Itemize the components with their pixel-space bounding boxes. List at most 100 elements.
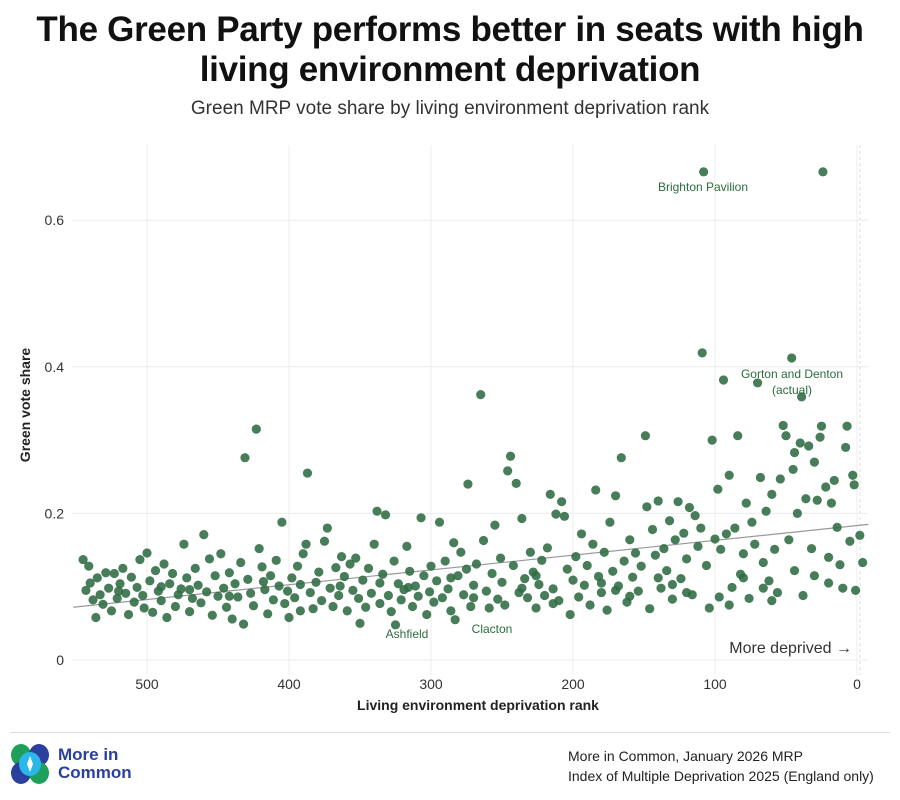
data-point (331, 563, 341, 573)
data-point (254, 543, 264, 554)
data-point (196, 598, 206, 608)
data-point (95, 590, 105, 600)
data-point (193, 580, 203, 590)
data-point (336, 552, 347, 562)
data-point (679, 528, 689, 538)
data-point (319, 536, 330, 546)
data-point (713, 484, 723, 494)
data-point (466, 601, 476, 612)
data-point (271, 555, 281, 565)
data-point (216, 549, 226, 559)
data-point (84, 561, 94, 571)
chart-title-line2: living environment deprivation (199, 50, 701, 89)
data-point (240, 453, 250, 463)
data-point (525, 547, 536, 557)
x-axis-title: Living environment deprivation rank (357, 697, 599, 713)
data-point (190, 563, 200, 573)
data-point (804, 441, 814, 451)
data-point (767, 596, 777, 606)
data-point (835, 560, 845, 570)
data-point (490, 520, 500, 530)
data-point (697, 348, 707, 358)
data-point (402, 541, 412, 551)
data-point (207, 610, 217, 620)
y-tick-label: 0.6 (45, 212, 65, 228)
data-point (469, 580, 479, 590)
data-point (701, 560, 712, 571)
data-point (227, 614, 237, 624)
data-point (531, 571, 541, 581)
data-point (645, 604, 655, 614)
data-point (676, 574, 686, 584)
data-point (295, 606, 305, 616)
data-point (383, 590, 393, 601)
data-point (801, 494, 811, 504)
data-point (599, 547, 609, 557)
data-point (274, 581, 284, 591)
data-point (121, 588, 131, 598)
data-point (386, 607, 396, 617)
data-point (339, 571, 349, 582)
data-point (832, 522, 842, 532)
data-point (328, 601, 338, 612)
footer-divider (10, 732, 890, 733)
data-point (545, 489, 555, 499)
data-point (372, 506, 382, 516)
data-point (758, 583, 768, 593)
data-point (424, 587, 435, 597)
data-point (363, 563, 374, 573)
data-point (453, 571, 463, 581)
data-point (781, 431, 791, 441)
data-point (574, 592, 584, 602)
data-point (855, 530, 865, 540)
data-point (812, 495, 822, 505)
data-point (478, 535, 489, 546)
data-point (520, 574, 530, 584)
data-point (403, 582, 413, 593)
data-point (608, 566, 618, 576)
data-point (443, 584, 453, 594)
data-point (434, 517, 445, 527)
data-point (138, 590, 148, 601)
data-point (139, 603, 149, 613)
data-point (770, 544, 780, 554)
data-point (366, 588, 376, 598)
data-point (761, 506, 771, 516)
data-point (849, 480, 859, 490)
data-point (219, 583, 229, 593)
data-point (142, 548, 152, 558)
data-point (659, 543, 669, 554)
data-point (202, 587, 212, 597)
data-point (682, 587, 692, 598)
y-axis-title: Green vote share (17, 348, 33, 463)
data-point (380, 510, 391, 520)
label-gorton-and-denton: Gorton and Denton (741, 367, 843, 381)
data-point (410, 581, 420, 591)
data-point (277, 517, 287, 527)
x-tick-label: 300 (419, 676, 443, 692)
data-point (213, 591, 223, 601)
data-point (176, 584, 186, 594)
data-point (497, 577, 507, 587)
data-point (841, 442, 851, 453)
data-point (150, 565, 161, 576)
source-line-1: More in Common, January 2026 MRP (568, 748, 803, 764)
data-point (132, 582, 142, 593)
data-point (185, 607, 195, 617)
data-point (758, 557, 768, 568)
logo-mark-icon (11, 744, 49, 784)
x-tick-label: 200 (561, 676, 585, 692)
data-point (308, 604, 318, 614)
data-point (446, 606, 456, 616)
data-point (287, 573, 297, 583)
data-point (81, 585, 91, 595)
data-point (135, 554, 145, 565)
data-point (616, 453, 626, 463)
data-point (348, 585, 358, 595)
data-point (557, 497, 567, 507)
data-point (224, 591, 234, 601)
data-point (353, 593, 364, 604)
data-point (493, 594, 503, 604)
data-point (704, 603, 714, 613)
data-point (221, 602, 232, 612)
